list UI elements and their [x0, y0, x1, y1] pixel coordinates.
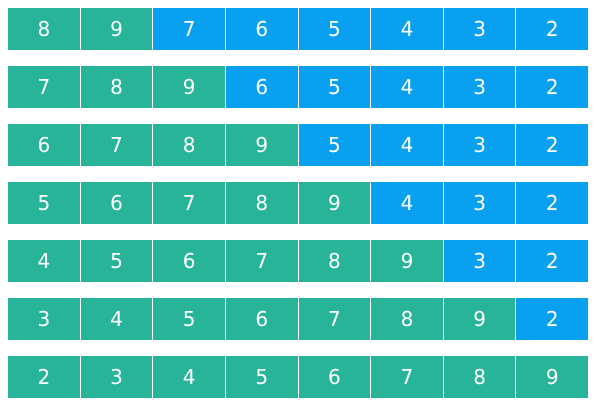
unsorted-cell: 3 — [443, 182, 516, 224]
unsorted-cell: 3 — [443, 240, 516, 282]
sorted-cell: 7 — [371, 356, 443, 398]
unsorted-cell: 2 — [516, 124, 588, 166]
unsorted-cell: 2 — [516, 240, 588, 282]
sorted-cell: 8 — [80, 66, 153, 108]
sorted-cell: 3 — [8, 298, 80, 340]
sorted-cell: 9 — [443, 298, 516, 340]
unsorted-cell: 3 — [443, 8, 516, 50]
sorted-cell: 5 — [8, 182, 80, 224]
sorted-cell: 5 — [80, 240, 153, 282]
unsorted-cell: 3 — [443, 124, 516, 166]
unsorted-cell: 2 — [516, 298, 588, 340]
unsorted-cell: 4 — [371, 8, 443, 50]
sorted-cell: 6 — [153, 240, 225, 282]
unsorted-cell: 2 — [516, 182, 588, 224]
sorted-cell: 8 — [443, 356, 516, 398]
unsorted-cell: 3 — [443, 66, 516, 108]
sorted-cell: 5 — [153, 298, 225, 340]
sorted-cell: 7 — [8, 66, 80, 108]
unsorted-cell: 4 — [371, 66, 443, 108]
sorted-cell: 9 — [371, 240, 443, 282]
unsorted-cell: 5 — [298, 66, 371, 108]
sorted-cell: 6 — [298, 356, 371, 398]
sorted-cell: 7 — [153, 182, 225, 224]
sorted-cell: 6 — [8, 124, 80, 166]
sorted-cell: 4 — [153, 356, 225, 398]
sorted-cell: 8 — [298, 240, 371, 282]
unsorted-cell: 6 — [225, 8, 298, 50]
sorted-cell: 6 — [225, 298, 298, 340]
sorted-cell: 9 — [516, 356, 588, 398]
sorted-cell: 5 — [225, 356, 298, 398]
sorted-cell: 9 — [153, 66, 225, 108]
unsorted-cell: 2 — [516, 8, 588, 50]
unsorted-cell: 4 — [371, 124, 443, 166]
sorted-cell: 4 — [80, 298, 153, 340]
unsorted-cell: 4 — [371, 182, 443, 224]
unsorted-cell: 6 — [225, 66, 298, 108]
sorted-cell: 6 — [80, 182, 153, 224]
sorted-cell: 7 — [298, 298, 371, 340]
sorted-cell: 2 — [8, 356, 80, 398]
sorted-cell: 8 — [153, 124, 225, 166]
sorted-cell: 8 — [225, 182, 298, 224]
sorted-cell: 8 — [371, 298, 443, 340]
unsorted-cell: 2 — [516, 66, 588, 108]
sorted-cell: 8 — [8, 8, 80, 50]
sorted-cell: 4 — [8, 240, 80, 282]
unsorted-cell: 5 — [298, 8, 371, 50]
sorted-cell: 3 — [80, 356, 153, 398]
sorted-cell: 9 — [225, 124, 298, 166]
sorted-cell: 7 — [80, 124, 153, 166]
unsorted-cell: 5 — [298, 124, 371, 166]
sorted-cell: 9 — [298, 182, 371, 224]
sorted-cell: 9 — [80, 8, 153, 50]
sorted-cell: 7 — [225, 240, 298, 282]
unsorted-cell: 7 — [153, 8, 225, 50]
